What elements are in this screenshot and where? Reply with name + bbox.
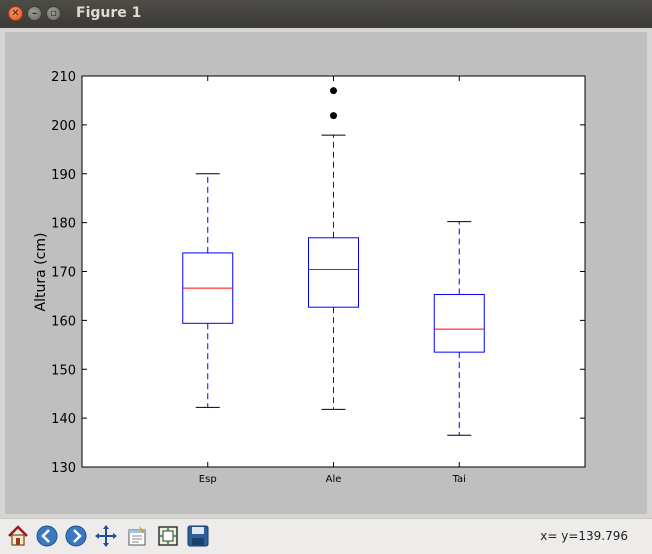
forward-icon bbox=[65, 525, 87, 547]
back-icon bbox=[36, 525, 58, 547]
save-icon bbox=[187, 525, 209, 547]
cursor-coordinates: x= y=139.796 bbox=[540, 529, 628, 543]
y-tick-label: 210 bbox=[51, 70, 76, 85]
close-window-button[interactable]: ✕ bbox=[8, 6, 23, 21]
pan-icon bbox=[95, 525, 117, 547]
minimize-window-button[interactable]: – bbox=[27, 6, 42, 21]
title-bar: ✕ – ▫ Figure 1 bbox=[0, 0, 652, 29]
y-tick-label: 190 bbox=[51, 168, 76, 183]
configure-subplots-button[interactable] bbox=[124, 523, 150, 549]
y-axis-label: Altura (cm) bbox=[33, 233, 49, 312]
box-body bbox=[433, 293, 485, 353]
maximize-window-button[interactable]: ▫ bbox=[46, 6, 61, 21]
forward-button[interactable] bbox=[63, 523, 89, 549]
figure-canvas[interactable]: 130 140 150 160 170 180 190 200 210 Esp Ale Tai Al… bbox=[5, 32, 647, 514]
x-tick-label: Ale bbox=[326, 474, 342, 485]
box-plot: 130 140 150 160 170 180 190 200 210 Esp Ale Tai Al… bbox=[33, 70, 586, 485]
flier-point bbox=[330, 87, 337, 95]
x-axis: Esp Ale Tai bbox=[199, 76, 466, 485]
back-button[interactable] bbox=[34, 523, 60, 549]
zoom-icon bbox=[158, 526, 178, 546]
zoom-button[interactable] bbox=[155, 523, 181, 549]
x-tick-label: Esp bbox=[199, 474, 217, 485]
home-icon bbox=[8, 525, 28, 546]
save-button[interactable] bbox=[185, 523, 211, 549]
navigation-toolbar: x= y=139.796 bbox=[0, 518, 652, 554]
box-body bbox=[308, 237, 359, 308]
y-tick-label: 130 bbox=[51, 461, 76, 476]
box-ale bbox=[308, 87, 359, 410]
flier-point bbox=[330, 112, 337, 120]
box-esp bbox=[182, 173, 234, 408]
box-tai bbox=[433, 221, 485, 436]
y-tick-label: 160 bbox=[51, 314, 76, 329]
y-axis: 130 140 150 160 170 180 190 200 210 bbox=[51, 70, 585, 476]
pan-button[interactable] bbox=[93, 523, 119, 549]
configure-subplots-icon bbox=[128, 526, 146, 546]
y-tick-label: 150 bbox=[51, 363, 76, 378]
home-button[interactable] bbox=[5, 523, 31, 549]
boxes-group bbox=[182, 87, 485, 436]
y-tick-label: 200 bbox=[51, 119, 76, 134]
window-title: Figure 1 bbox=[76, 5, 142, 21]
figure-frame: 130 140 150 160 170 180 190 200 210 Esp Ale Tai Al… bbox=[0, 28, 652, 518]
y-tick-label: 140 bbox=[51, 412, 76, 427]
y-tick-label: 180 bbox=[51, 217, 76, 232]
y-tick-label: 170 bbox=[51, 266, 76, 281]
x-tick-label: Tai bbox=[452, 474, 466, 485]
